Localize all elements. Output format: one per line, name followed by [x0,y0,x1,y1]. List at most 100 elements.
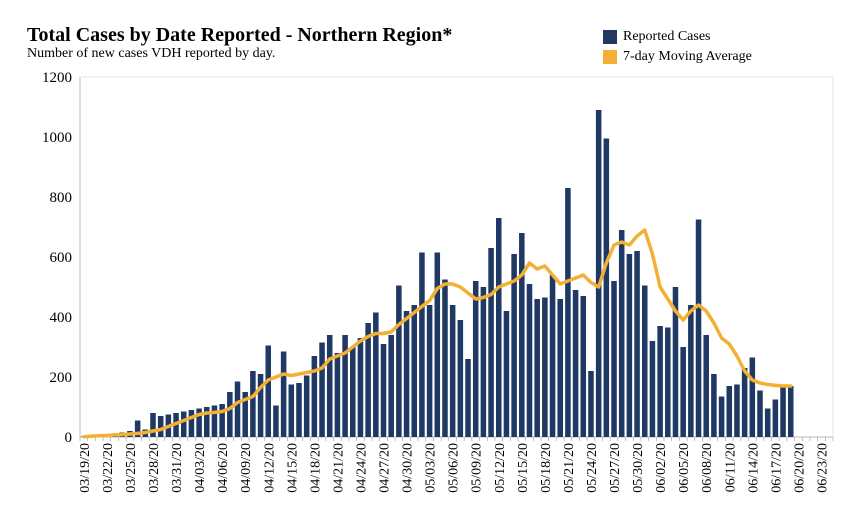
bar-reported-cases [257,374,264,437]
bar-reported-cases [741,368,748,437]
bar-reported-cases [649,341,656,437]
bar-reported-cases [434,252,441,437]
bar-reported-cases [772,399,779,437]
x-tick-label: 06/08/20 [700,443,715,493]
bar-reported-cases [480,287,487,437]
bar-reported-cases [265,345,272,437]
bar-reported-cases [634,251,640,437]
bar-reported-cases [280,351,287,437]
legend-swatch-moving-average [603,50,617,64]
bar-reported-cases [542,297,548,437]
x-tick-label: 06/14/20 [746,443,761,493]
bar-reported-cases [657,326,663,437]
bar-reported-cases [749,357,756,437]
bar-reported-cases [204,407,210,437]
bar-reported-cases [273,405,279,437]
x-tick-label: 05/06/20 [447,443,462,493]
bar-reported-cases [611,281,617,437]
bar-reported-cases [718,396,725,437]
bar-reported-cases [211,405,218,437]
bar-reported-cases [588,371,594,437]
x-tick-label: 05/03/20 [424,443,439,493]
bar-reported-cases [388,335,394,437]
legend: Reported Cases 7-day Moving Average [603,27,752,67]
bar-reported-cases [342,335,348,437]
bar-reported-cases [764,408,771,437]
bar-reported-cases [180,411,187,437]
bar-reported-cases [380,344,387,437]
x-tick-label: 04/12/20 [262,443,277,493]
bar-reported-cases [549,275,556,437]
bar-reported-cases [242,392,248,437]
bar-reported-cases [626,254,633,437]
bar-reported-cases [780,384,786,437]
bar-reported-cases [373,312,379,437]
bar-reported-cases [442,279,448,437]
x-tick-label: 03/22/20 [101,443,116,493]
x-tick-label: 06/05/20 [677,443,692,493]
y-tick-label: 200 [50,370,73,386]
x-tick-label: 04/21/20 [331,443,346,493]
x-tick-label: 05/15/20 [516,443,531,493]
bar-reported-cases [449,305,456,437]
x-tick-label: 04/18/20 [308,443,323,493]
bar-reported-cases [519,233,525,437]
bar-reported-cases [572,290,579,437]
bar-reported-cases [419,252,425,437]
bar-reported-cases [227,392,233,437]
x-tick-label: 04/03/20 [193,443,208,493]
x-tick-label: 05/24/20 [585,443,600,493]
x-tick-label: 04/27/20 [378,443,393,493]
bar-reported-cases [319,342,325,437]
bar-reported-cases [196,408,202,437]
bar-reported-cases [557,299,563,437]
y-tick-label: 0 [65,430,73,446]
bar-reported-cases [396,285,402,437]
x-tick-label: 05/18/20 [539,443,554,493]
y-tick-label: 1200 [42,70,72,86]
bar-reported-cases [595,110,602,437]
bar-reported-cases [288,384,295,437]
bar-reported-cases [357,338,364,437]
bar-reported-cases [734,384,740,437]
bar-reported-cases [326,335,333,437]
bar-reported-cases [503,311,510,437]
x-tick-label: 05/21/20 [562,443,577,493]
bar-reported-cases [157,416,164,437]
bar-reported-cases [680,347,686,437]
bar-reported-cases [688,305,694,437]
x-tick-label: 04/15/20 [285,443,300,493]
bar-reported-cases [618,230,625,437]
legend-item-reported-cases[interactable]: Reported Cases [603,27,752,47]
legend-label-moving-average: 7-day Moving Average [623,49,752,64]
bar-reported-cases [365,323,371,437]
chart-title: Total Cases by Date Reported - Northern … [27,24,453,46]
bar-reported-cases [526,284,533,437]
x-tick-label: 05/09/20 [470,443,485,493]
bar-reported-cases [488,248,494,437]
bar-reported-cases [726,386,733,437]
moving-average-line [82,228,793,439]
x-tick-label: 06/11/20 [723,443,738,492]
y-tick-label: 600 [50,250,73,266]
bar-reported-cases [641,285,648,437]
x-tick-label: 03/28/20 [147,443,162,493]
bar-reported-cases [565,188,571,437]
chart-subtitle: Number of new cases VDH reported by day. [27,46,276,61]
bar-reported-cases [411,305,418,437]
bar-reported-cases [150,413,156,437]
legend-item-moving-average[interactable]: 7-day Moving Average [603,47,752,67]
bar-reported-cases [188,410,195,437]
x-tick-label: 03/31/20 [170,443,185,493]
bar-reported-cases [580,296,587,437]
y-tick-label: 400 [50,310,73,326]
bar-reported-cases [350,347,356,437]
bar-reported-cases [303,375,310,437]
legend-swatch-reported-cases [603,30,617,44]
x-tick-label: 03/19/20 [78,443,93,493]
bar-reported-cases [695,219,702,437]
x-tick-label: 06/23/20 [815,443,830,493]
bar-reported-cases [603,138,610,437]
bar-reported-cases [457,320,464,437]
